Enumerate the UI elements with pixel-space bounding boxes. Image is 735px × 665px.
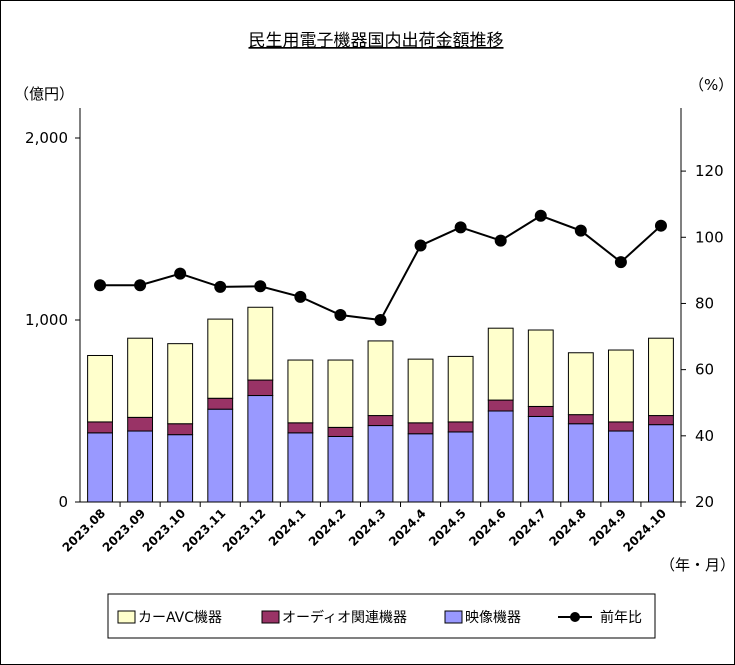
x-tick-label: 2023.09: [100, 506, 149, 555]
bar-segment: [287, 359, 314, 424]
yoy-point: [574, 224, 587, 237]
yoy-point: [334, 309, 347, 322]
bar-segment: [447, 355, 474, 423]
y-right-tick-label: 80: [695, 294, 714, 312]
y-right-tick-label: 120: [695, 162, 724, 180]
bar-segment: [247, 379, 274, 397]
y-right-tick-label: 100: [695, 228, 724, 246]
x-tick-label: 2023.10: [140, 506, 189, 555]
bar-segment: [487, 410, 514, 503]
plot-area: 01,0002,000204060801001202023.082023.092…: [25, 108, 724, 555]
yoy-point: [134, 279, 147, 292]
yoy-point: [614, 256, 627, 269]
y-right-tick-label: 40: [695, 427, 714, 445]
yoy-point: [294, 290, 307, 303]
bar-segment: [127, 416, 154, 432]
x-tick-label: 2024.3: [346, 506, 389, 549]
yoy-point: [94, 279, 107, 292]
bar-segment: [247, 395, 274, 503]
bar-segment: [327, 359, 354, 428]
bar-segment: [207, 397, 234, 410]
bar-segment: [287, 422, 314, 434]
y-left-tick-label: 1,000: [25, 311, 68, 329]
bar-segment: [607, 430, 634, 503]
bar-segment: [648, 415, 674, 426]
bar-segment: [367, 340, 394, 417]
bar-segment: [167, 423, 194, 436]
bar-segment: [127, 337, 154, 418]
y-left-tick-label: 2,000: [25, 129, 68, 147]
legend-label-yoy: 前年比: [600, 609, 642, 626]
bar-segment: [287, 432, 314, 503]
bar-segment: [487, 327, 514, 401]
bar-segment: [527, 329, 554, 407]
bar-segment: [167, 434, 194, 503]
bar-segment: [527, 405, 554, 417]
bar-segment: [207, 318, 234, 399]
x-tick-label: 2023.11: [180, 506, 229, 555]
x-tick-label: 2024.7: [506, 506, 549, 549]
bar-segment: [167, 343, 194, 425]
legend: カーAVC機器 オーディオ関連機器 映像機器 前年比: [107, 593, 656, 639]
bar-segment: [247, 306, 274, 381]
bar-segment: [127, 430, 154, 503]
y-right-tick-label: 20: [695, 493, 714, 511]
yoy-point: [454, 221, 467, 234]
yoy-point: [654, 219, 667, 232]
bar-segment: [407, 433, 434, 503]
bar-segment: [648, 424, 674, 503]
yoy-point: [534, 209, 547, 222]
bar-segment: [567, 352, 594, 416]
legend-swatch-car-avc: [117, 610, 136, 624]
x-unit: （年・月）: [660, 556, 735, 574]
yoy-point: [414, 239, 427, 252]
x-tick-label: 2024.2: [306, 506, 349, 549]
bar-segment: [567, 414, 594, 425]
bar-segment: [327, 426, 354, 437]
yoy-point: [494, 234, 507, 247]
bar-segment: [407, 358, 434, 424]
x-tick-label: 2024.10: [621, 506, 670, 555]
bar-segment: [207, 408, 234, 503]
bar-segment: [607, 349, 634, 423]
bar-segment: [407, 422, 434, 435]
bar-segment: [87, 421, 113, 434]
yoy-point: [374, 314, 387, 326]
bar-segment: [607, 421, 634, 432]
bar-segment: [567, 423, 594, 503]
bar-segment: [648, 337, 674, 417]
bar-segment: [367, 415, 394, 427]
bar-segment: [527, 415, 554, 503]
bar-segment: [87, 432, 113, 503]
chart-title: 民生用電子機器国内出荷金額推移: [249, 31, 504, 51]
x-tick-label: 2023.12: [220, 506, 269, 555]
bar-segment: [327, 435, 354, 503]
x-tick-label: 2024.5: [426, 506, 469, 549]
bar-segment: [367, 425, 394, 503]
yoy-point: [174, 267, 187, 280]
x-tick-label: 2024.1: [266, 506, 309, 549]
bar-segment: [447, 421, 474, 433]
bar-segment: [87, 354, 113, 423]
x-tick-label: 2024.8: [546, 506, 589, 549]
legend-label-video: 映像機器: [465, 610, 521, 626]
yoy-point: [214, 280, 227, 293]
legend-marker-yoy: [570, 612, 580, 622]
legend-swatch-video: [444, 610, 463, 624]
x-tick-label: 2023.08: [60, 506, 109, 555]
x-tick-label: 2024.4: [386, 506, 429, 549]
bar-segment: [487, 399, 514, 412]
y-right-unit: （%）: [689, 76, 733, 94]
legend-label-audio: オーディオ関連機器: [282, 609, 407, 626]
legend-label-car-avc: カーAVC機器: [138, 610, 222, 626]
y-left-unit: （億円）: [14, 85, 74, 103]
y-right-tick-label: 60: [695, 361, 714, 379]
legend-swatch-audio: [261, 610, 280, 624]
yoy-point: [254, 280, 267, 293]
y-left-tick-label: 0: [58, 493, 68, 511]
x-tick-label: 2024.6: [466, 506, 509, 549]
bar-segment: [447, 431, 474, 503]
